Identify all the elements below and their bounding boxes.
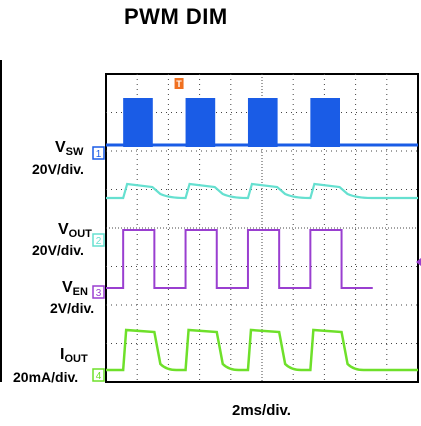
- ch3-marker-number: 3: [96, 288, 102, 299]
- channel-markers: 1 2 3 4 T: [92, 78, 421, 382]
- ch2-scale: 20V/div.: [32, 242, 84, 258]
- left-divider: [0, 60, 2, 382]
- ch2-trace: [106, 182, 418, 200]
- ch3-trace: [106, 229, 373, 289]
- ch4-marker-number: 4: [96, 371, 102, 382]
- ch1-marker-number: 1: [96, 149, 102, 160]
- scope-traces: [106, 98, 418, 372]
- ch3-label: VEN: [62, 279, 88, 299]
- ch1-burst: [123, 98, 153, 147]
- ch4-scale: 20mA/div.: [13, 369, 79, 385]
- ch4-trace: [106, 328, 418, 372]
- trigger-marker-label: T: [176, 79, 182, 89]
- ch3-level-arrow: [416, 258, 421, 266]
- ch1-marker-box: [92, 146, 105, 160]
- trigger-marker: T: [174, 78, 184, 89]
- trigger-marker-box: [174, 78, 184, 89]
- ch2-label: VOUT: [58, 221, 92, 241]
- ch4-marker-box: [92, 368, 105, 382]
- chart-title: PWM DIM: [124, 4, 228, 29]
- ch4-marker: 4: [92, 368, 105, 382]
- ch2-marker: 2: [92, 233, 105, 247]
- ch1-label: VSW: [55, 139, 84, 159]
- ch2-marker-box: [92, 233, 105, 247]
- ch3-marker: 3: [92, 285, 105, 299]
- ch4-label: IOUT: [60, 346, 88, 366]
- ch3-marker-box: [92, 285, 105, 299]
- ch2-marker-number: 2: [96, 236, 102, 247]
- ch1-burst: [247, 98, 278, 147]
- ch1-scale: 20V/div.: [32, 161, 84, 177]
- ch1-burst: [185, 98, 216, 147]
- ch3-scale: 2V/div.: [50, 300, 95, 316]
- timebase-label: 2ms/div.: [232, 402, 291, 419]
- ch1-marker: 1: [92, 146, 105, 160]
- ch1-burst: [310, 98, 340, 147]
